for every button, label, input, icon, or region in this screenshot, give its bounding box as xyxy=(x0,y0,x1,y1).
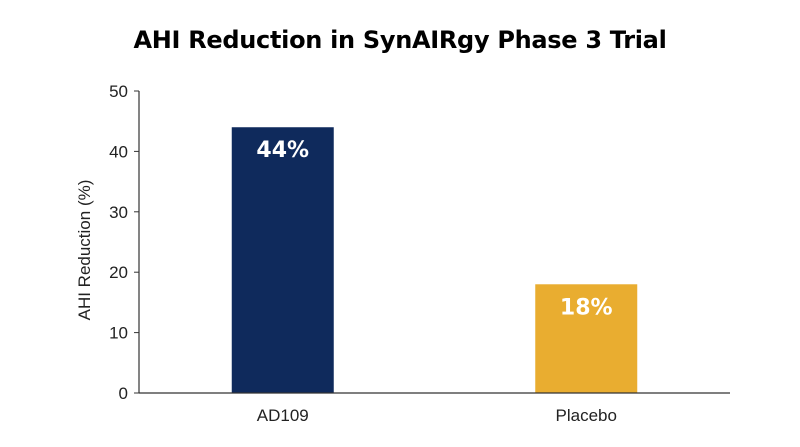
y-tick-label: 40 xyxy=(109,142,128,161)
bar-data-label: 18% xyxy=(560,295,613,320)
bars xyxy=(231,127,638,394)
bar-ad109 xyxy=(231,127,334,394)
y-tick-label: 10 xyxy=(109,324,128,343)
chart-title: AHI Reduction in SynAIRgy Phase 3 Trial xyxy=(133,26,667,54)
y-tick-label: 30 xyxy=(109,203,128,222)
bar-data-label: 44% xyxy=(256,138,309,163)
x-tick-label: Placebo xyxy=(556,406,617,425)
y-tick-label: 20 xyxy=(109,263,128,282)
y-tick-label: 50 xyxy=(109,82,128,101)
x-tick-label: AD109 xyxy=(257,406,309,425)
y-tick-label: 0 xyxy=(119,384,128,403)
y-axis-title: AHI Reduction (%) xyxy=(75,180,94,321)
bar-placebo xyxy=(535,284,638,393)
x-axis-tick-labels: AD109 Placebo xyxy=(257,406,617,425)
bar-data-labels: 44% 18% xyxy=(256,138,612,320)
y-axis-ticks: 0 10 20 30 40 50 xyxy=(109,82,139,403)
